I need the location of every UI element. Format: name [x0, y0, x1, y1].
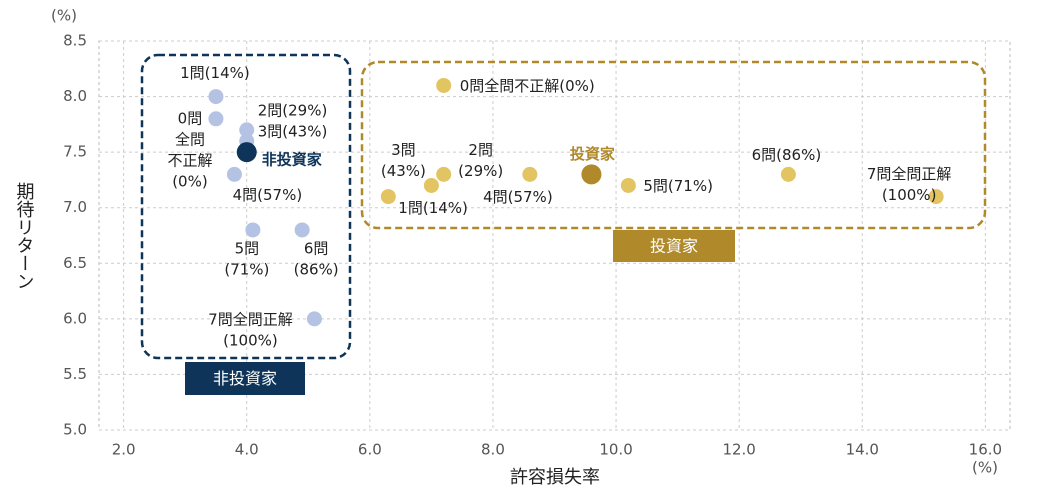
scatter-point	[780, 166, 796, 182]
point-label: 全問	[175, 130, 205, 148]
point-label: (0%)	[172, 172, 208, 190]
y-tick-label: 7.5	[63, 143, 87, 161]
scatter-point	[423, 177, 439, 193]
x-tick-label: 6.0	[358, 441, 382, 459]
point-label: 3問(43%)	[258, 123, 328, 141]
scatter-point	[436, 77, 452, 93]
point-label: 7問全問正解	[208, 310, 293, 328]
y-tick-label: 6.5	[63, 254, 87, 272]
x-axis-label: 許容損失率	[510, 467, 600, 488]
group-box	[140, 53, 352, 360]
point-label: 6問	[304, 239, 329, 257]
point-label: (29%)	[458, 162, 503, 180]
y-unit: (%)	[51, 7, 77, 25]
y-tick-label: 5.0	[63, 421, 87, 439]
plot-area	[98, 40, 1011, 431]
point-label: 0問	[178, 109, 203, 127]
group-banner-label: 非投資家	[213, 369, 277, 388]
point-label: 2問(29%)	[258, 101, 328, 119]
point-label: 0問全問不正解(0%)	[460, 77, 595, 95]
group-banner	[613, 230, 735, 262]
scatter-point	[380, 189, 396, 205]
x-tick-label: 2.0	[112, 441, 136, 459]
point-label: 4問(57%)	[483, 188, 553, 206]
scatter-point	[436, 166, 452, 182]
scatter-point	[522, 166, 538, 182]
point-label: 2問	[468, 141, 493, 159]
average-label: 投資家	[570, 145, 615, 163]
x-tick-label: 12.0	[722, 441, 755, 459]
point-label: 5問(71%)	[643, 177, 713, 195]
group-box	[360, 60, 987, 230]
group-banner-label: 投資家	[650, 237, 698, 256]
point-label: (86%)	[294, 260, 339, 278]
point-label: 6問(86%)	[752, 146, 822, 164]
point-label: (100%)	[223, 331, 278, 349]
y-tick-label: 8.0	[63, 87, 87, 105]
scatter-point	[928, 189, 944, 205]
x-tick-label: 10.0	[599, 441, 632, 459]
point-label: 4問(57%)	[233, 186, 303, 204]
x-tick-label: 16.0	[969, 441, 1002, 459]
point-label: (43%)	[381, 162, 426, 180]
scatter-point	[239, 122, 255, 138]
scatter-point	[208, 111, 224, 127]
scatter-point	[245, 222, 261, 238]
group-banner	[185, 362, 305, 395]
y-tick-label: 5.5	[63, 365, 87, 383]
average-label: 非投資家	[262, 151, 322, 169]
point-label: (100%)	[882, 186, 937, 204]
x-tick-label: 14.0	[846, 441, 879, 459]
point-label: 5問	[235, 239, 260, 257]
scatter-point	[294, 222, 310, 238]
y-tick-label: 8.5	[63, 32, 87, 50]
point-label: 1問(14%)	[398, 199, 468, 217]
point-label: 1問(14%)	[180, 64, 250, 82]
point-label: 不正解	[167, 151, 212, 169]
scatter-point	[226, 166, 242, 182]
y-tick-label: 7.0	[63, 198, 87, 216]
scatter-point	[620, 177, 636, 193]
average-point	[581, 164, 602, 185]
point-label: (71%)	[224, 260, 269, 278]
x-unit: (%)	[972, 459, 998, 477]
x-tick-label: 8.0	[481, 441, 505, 459]
y-axis-label: 期待リターン	[14, 182, 35, 290]
point-label: 3問	[391, 141, 416, 159]
point-label: 7問全問正解	[867, 165, 952, 183]
x-tick-label: 4.0	[235, 441, 259, 459]
scatter-point	[208, 89, 224, 105]
scatter-point	[306, 311, 322, 327]
y-tick-label: 6.0	[63, 309, 87, 327]
average-point	[236, 142, 257, 163]
